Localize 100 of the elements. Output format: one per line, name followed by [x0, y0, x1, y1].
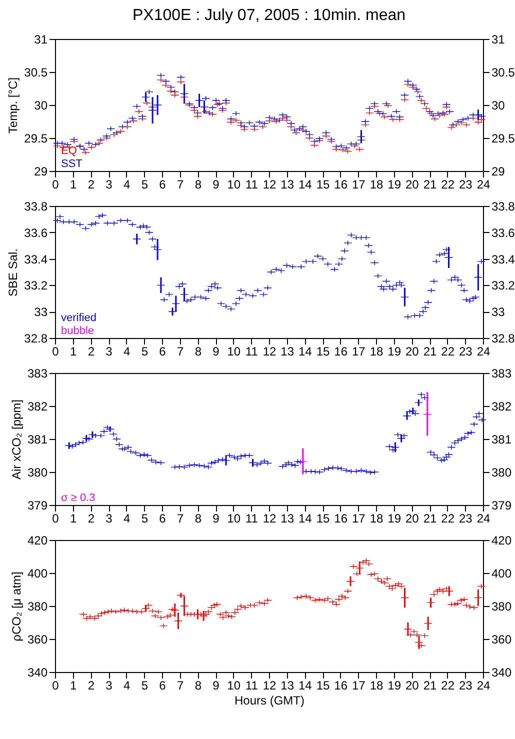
x-tick-label: 13	[280, 344, 294, 358]
x-tick-label: 18	[370, 344, 384, 358]
y2-tick-label: 420	[492, 534, 512, 548]
x-tick-label: 18	[370, 512, 384, 526]
x-tick-label: 12	[262, 512, 276, 526]
x-tick-label: 22	[441, 344, 455, 358]
x-tick-label: 8	[194, 678, 202, 692]
x-tick-label: 6	[159, 178, 166, 192]
x-tick-label: 5	[141, 178, 148, 192]
y2-tick-label: 340	[492, 666, 512, 680]
x-tick-label: 7	[176, 512, 184, 526]
x-tick-label: 20	[405, 344, 420, 358]
y-tick-label: 381	[27, 432, 48, 446]
x-tick-label: 0	[52, 512, 60, 526]
x-tick-label: 16	[334, 512, 348, 526]
x-tick-label: 11	[245, 512, 258, 526]
y2-tick-label: 382	[492, 400, 512, 414]
x-tick-label: 2	[88, 344, 95, 358]
y-axis-title: Air xCO₂ [ppm]	[9, 399, 24, 480]
x-tick-label: 13	[280, 678, 294, 692]
x-tick-label: 9	[212, 512, 220, 526]
y2-tick-label: 32.8	[492, 332, 515, 346]
x-tick-label: 9	[212, 678, 220, 692]
legend-label: bubble	[61, 325, 94, 337]
x-tick-label: 15	[316, 344, 330, 358]
x-tick-label: 19	[388, 344, 402, 358]
x-tick-label: 24	[476, 178, 490, 192]
x-tick-label: 10	[227, 178, 241, 192]
y2-tick-label: 380	[492, 600, 512, 614]
x-tick-label: 3	[106, 178, 113, 192]
x-tick-label: 1	[70, 178, 77, 192]
y-tick-label: 33	[34, 305, 48, 320]
y-tick-label: 360	[27, 632, 48, 646]
y-tick-label: 382	[27, 400, 48, 414]
y-tick-label: 400	[27, 566, 48, 580]
y-tick-label: 30.5	[24, 66, 48, 80]
x-tick-label: 2	[88, 678, 95, 692]
x-tick-label: 7	[176, 678, 184, 692]
x-tick-label: 23	[458, 178, 473, 192]
x-tick-label: 10	[227, 678, 241, 692]
x-tick-label: 5	[141, 512, 148, 526]
x-tick-label: 1	[70, 344, 77, 358]
x-tick-label: 21	[423, 512, 437, 526]
series-label: SST	[61, 158, 83, 170]
x-tick-label: 18	[370, 678, 384, 692]
x-tick-label: 13	[280, 178, 294, 192]
x-tick-label: 3	[106, 344, 113, 358]
x-tick-label: 13	[280, 512, 294, 526]
y-tick-label: 32.8	[24, 332, 48, 346]
y2-tick-label: 33.4	[492, 252, 515, 266]
x-tick-label: 3	[106, 512, 113, 526]
y-tick-label: 380	[27, 600, 48, 614]
x-tick-label: 4	[123, 512, 130, 526]
x-tick-label: 14	[298, 344, 312, 358]
x-tick-label: 12	[262, 678, 276, 692]
x-tick-label: 19	[388, 512, 402, 526]
x-tick-label: 11	[245, 344, 258, 358]
x-tick-label: 9	[212, 178, 220, 192]
y-axis-title: Temp. [°C]	[6, 77, 20, 134]
x-tick-label: 22	[441, 678, 455, 692]
y-axis-title: SBE Sal.	[6, 248, 20, 297]
x-tick-label: 4	[123, 178, 130, 192]
y2-tick-label: 33.6	[492, 226, 515, 240]
x-tick-label: 22	[441, 178, 455, 192]
x-tick-label: 19	[388, 678, 402, 692]
x-tick-label: 17	[352, 344, 366, 358]
y2-tick-label: 33	[492, 305, 506, 320]
x-tick-label: 24	[476, 678, 490, 692]
x-tick-label: 7	[176, 178, 184, 192]
x-tick-label: 2	[88, 512, 95, 526]
y2-tick-label: 379	[492, 498, 512, 512]
y-tick-label: 30	[34, 98, 48, 112]
x-tick-label: 17	[352, 678, 366, 692]
x-tick-label: 22	[441, 512, 455, 526]
x-tick-label: 9	[212, 344, 220, 358]
x-tick-label: 24	[476, 344, 490, 358]
x-tick-label: 21	[423, 178, 437, 192]
x-tick-label: 10	[227, 344, 241, 358]
x-tick-label: 4	[123, 678, 130, 692]
x-tick-label: 20	[405, 678, 420, 692]
x-tick-label: 21	[423, 678, 437, 692]
x-tick-label: 14	[298, 178, 312, 192]
y-tick-label: 29.5	[24, 132, 48, 146]
x-tick-label: 0	[52, 344, 60, 358]
y2-tick-label: 360	[492, 632, 512, 646]
y2-tick-label: 383	[492, 366, 512, 380]
x-tick-label: 11	[245, 178, 258, 192]
y2-tick-label: 381	[492, 432, 512, 446]
x-tick-label: 1	[70, 678, 77, 692]
x-tick-label: 3	[106, 678, 113, 692]
x-tick-label: 23	[458, 344, 473, 358]
x-tick-label: 6	[159, 344, 166, 358]
y-tick-label: 33.6	[24, 226, 48, 240]
y2-tick-label: 30	[492, 98, 506, 112]
x-tick-label: 14	[298, 678, 312, 692]
x-tick-label: 12	[262, 344, 276, 358]
y2-tick-label: 31	[492, 32, 506, 46]
x-tick-label: 17	[352, 512, 366, 526]
y-tick-label: 383	[27, 366, 48, 380]
x-tick-label: 16	[334, 178, 348, 192]
